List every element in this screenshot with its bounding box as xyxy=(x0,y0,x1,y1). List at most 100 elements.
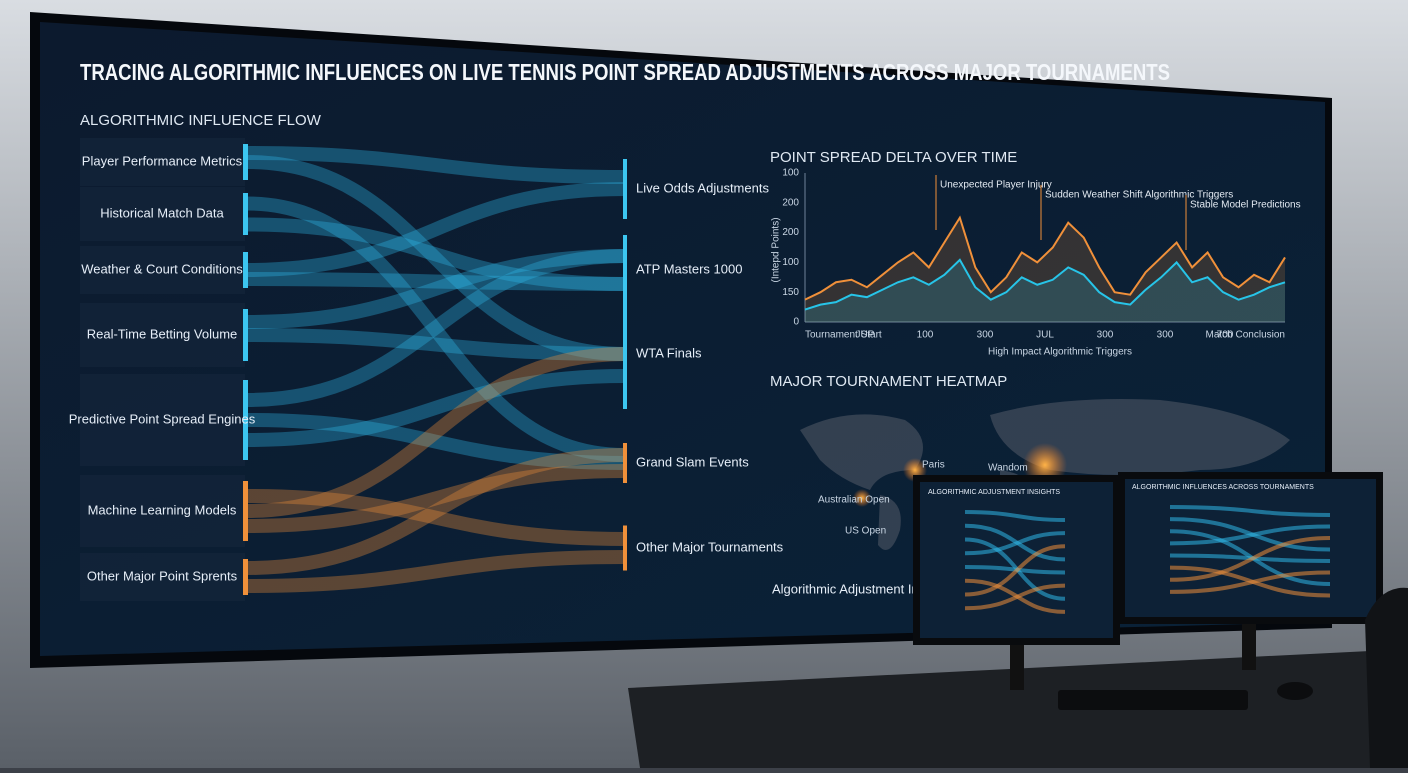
mini-link xyxy=(1169,570,1331,594)
target-bar xyxy=(623,525,627,571)
heat-spot xyxy=(853,489,871,507)
mini-link xyxy=(1169,536,1331,582)
source-bar xyxy=(243,309,248,361)
mini-link xyxy=(1169,524,1331,546)
source-box xyxy=(80,138,245,186)
series-area xyxy=(805,217,1285,322)
target-bar xyxy=(623,159,627,219)
target-bar xyxy=(623,235,627,305)
y-axis-label: 100 xyxy=(782,168,799,179)
source-box xyxy=(80,246,245,294)
series-area xyxy=(805,259,1285,322)
x-axis-label: JUP xyxy=(856,330,875,341)
mini-link xyxy=(964,544,1066,597)
source-label: Predictive Point Spread Engines xyxy=(69,411,256,426)
source-bar xyxy=(243,144,248,180)
source-label: Real-Time Betting Volume xyxy=(87,326,238,341)
flow-link xyxy=(246,182,626,277)
map-label: US Open xyxy=(845,526,886,537)
monitor-title: ALGORITHMIC ADJUSTMENT INSIGHTS xyxy=(928,489,1060,496)
flow-link xyxy=(246,272,626,291)
target-bar xyxy=(623,443,627,483)
source-bar xyxy=(243,193,248,235)
flow-link xyxy=(246,464,626,533)
flow-link xyxy=(246,550,626,593)
x-axis-label: 300 xyxy=(1157,330,1174,341)
map-label: Paris xyxy=(922,460,945,471)
flow-link xyxy=(246,369,626,447)
flow-link xyxy=(246,448,626,575)
monitor-stand xyxy=(1242,620,1256,670)
monitor-flows xyxy=(964,505,1331,614)
source-bar xyxy=(243,559,248,595)
target-label: Other Major Tournaments xyxy=(636,539,784,554)
y-axis-label: 150 xyxy=(782,287,799,298)
source-label: Machine Learning Models xyxy=(88,502,237,517)
map-title: MAJOR TOURNAMENT HEATMAP xyxy=(770,373,1007,390)
flow-link xyxy=(246,328,626,361)
chair xyxy=(1365,587,1408,768)
source-label: Historical Match Data xyxy=(100,205,224,220)
continent xyxy=(800,414,923,490)
dashboard-title: TRACING ALGORITHMIC INFLUENCES ON LIVE T… xyxy=(80,59,1170,85)
x-axis-label: 300 xyxy=(1097,330,1114,341)
flow-link xyxy=(246,347,626,518)
continent xyxy=(878,495,901,550)
annotation: Stable Model Predictions xyxy=(1190,200,1301,211)
target-label: ATP Masters 1000 xyxy=(636,261,742,276)
x-axis-label: 100 xyxy=(917,330,934,341)
y-axis-title: (Intepd Points) xyxy=(771,217,782,282)
source-bar xyxy=(243,481,248,541)
x-axis-label: JUL xyxy=(1036,330,1054,341)
flow-link xyxy=(246,196,626,462)
y-axis-label: 200 xyxy=(782,197,799,208)
y-axis-label: 200 xyxy=(782,227,799,238)
mini-link xyxy=(964,531,1066,556)
flow-link xyxy=(246,155,626,361)
monitor-screen xyxy=(920,482,1113,638)
map-label: Australian Open xyxy=(818,495,890,506)
source-bar xyxy=(243,380,248,460)
monitor-stand xyxy=(1010,640,1024,690)
flow-link xyxy=(246,413,626,470)
target-bar xyxy=(623,299,627,409)
source-box xyxy=(80,553,245,601)
x-axis-label: Match Conclusion xyxy=(1206,330,1285,341)
source-label: Weather & Court Conditions xyxy=(81,261,243,276)
flow-title: ALGORITHMIC INFLUENCE FLOW xyxy=(80,112,322,129)
mouse xyxy=(1277,682,1313,700)
y-axis-label: 0 xyxy=(793,317,799,328)
desk xyxy=(628,650,1408,768)
mini-link xyxy=(964,510,1066,522)
y-axis-label: 100 xyxy=(782,257,799,268)
series-line xyxy=(804,215,1286,301)
chart-title: POINT SPREAD DELTA OVER TIME xyxy=(770,149,1017,166)
flow-link xyxy=(246,249,626,407)
series-line xyxy=(804,258,1286,311)
target-label: Live Odds Adjustments xyxy=(636,180,769,195)
map-label: Wandom xyxy=(988,463,1028,474)
flow-link xyxy=(246,217,626,291)
source-box xyxy=(80,187,245,241)
monitor-title: ALGORITHMIC INFLUENCES ACROSS TOURNAMENT… xyxy=(1132,484,1314,491)
source-label: Player Performance Metrics xyxy=(82,153,243,168)
x-axis-label: Tournament Start xyxy=(805,330,882,341)
flow-link xyxy=(246,249,626,329)
source-box xyxy=(80,475,245,547)
x-axis-label: 300 xyxy=(977,330,994,341)
mini-link xyxy=(1169,505,1331,517)
map-legend: Algorithmic Adjustment Intensity xyxy=(772,581,957,596)
target-label: Grand Slam Events xyxy=(636,454,749,469)
monitor-screen xyxy=(1125,479,1376,617)
source-box xyxy=(80,303,245,367)
sankey: Player Performance Metrics Historical Mat… xyxy=(69,138,784,601)
annotation: Unexpected Player Injury xyxy=(940,180,1052,191)
source-box xyxy=(80,374,245,466)
x-axis-label: 700 xyxy=(1217,330,1234,341)
keyboard xyxy=(1058,690,1248,710)
x-axis-title: High Impact Algorithmic Triggers xyxy=(988,347,1132,358)
source-bar xyxy=(243,252,248,288)
